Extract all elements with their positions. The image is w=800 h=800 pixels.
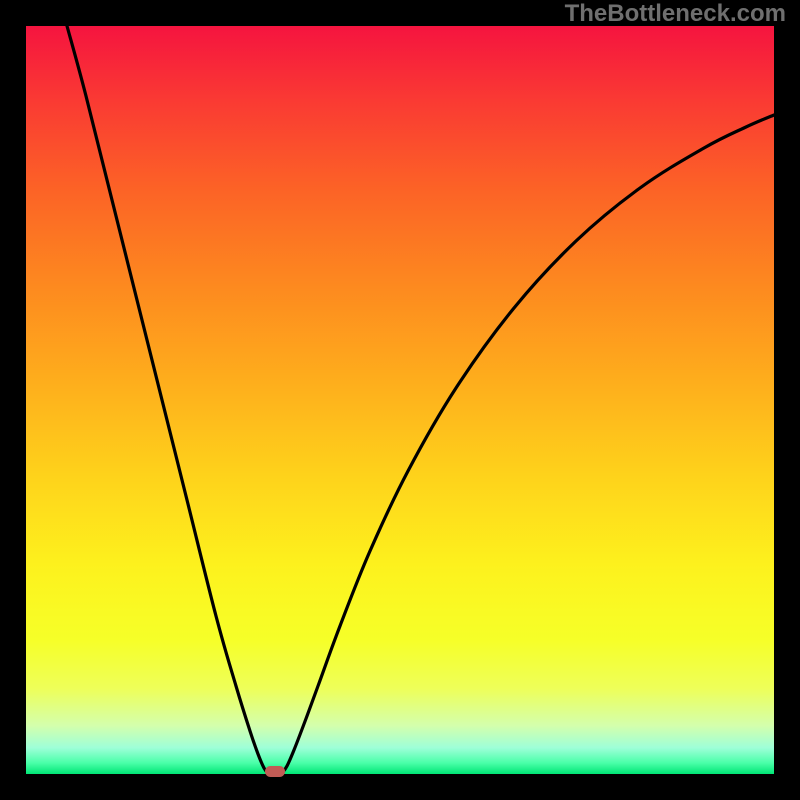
bottleneck-curve bbox=[26, 26, 774, 774]
optimal-point-marker bbox=[265, 766, 285, 777]
curve-left-branch bbox=[67, 26, 268, 773]
curve-right-branch bbox=[282, 115, 774, 773]
plot-area bbox=[26, 26, 774, 774]
chart-canvas: TheBottleneck.com bbox=[0, 0, 800, 800]
watermark-text: TheBottleneck.com bbox=[565, 0, 786, 28]
